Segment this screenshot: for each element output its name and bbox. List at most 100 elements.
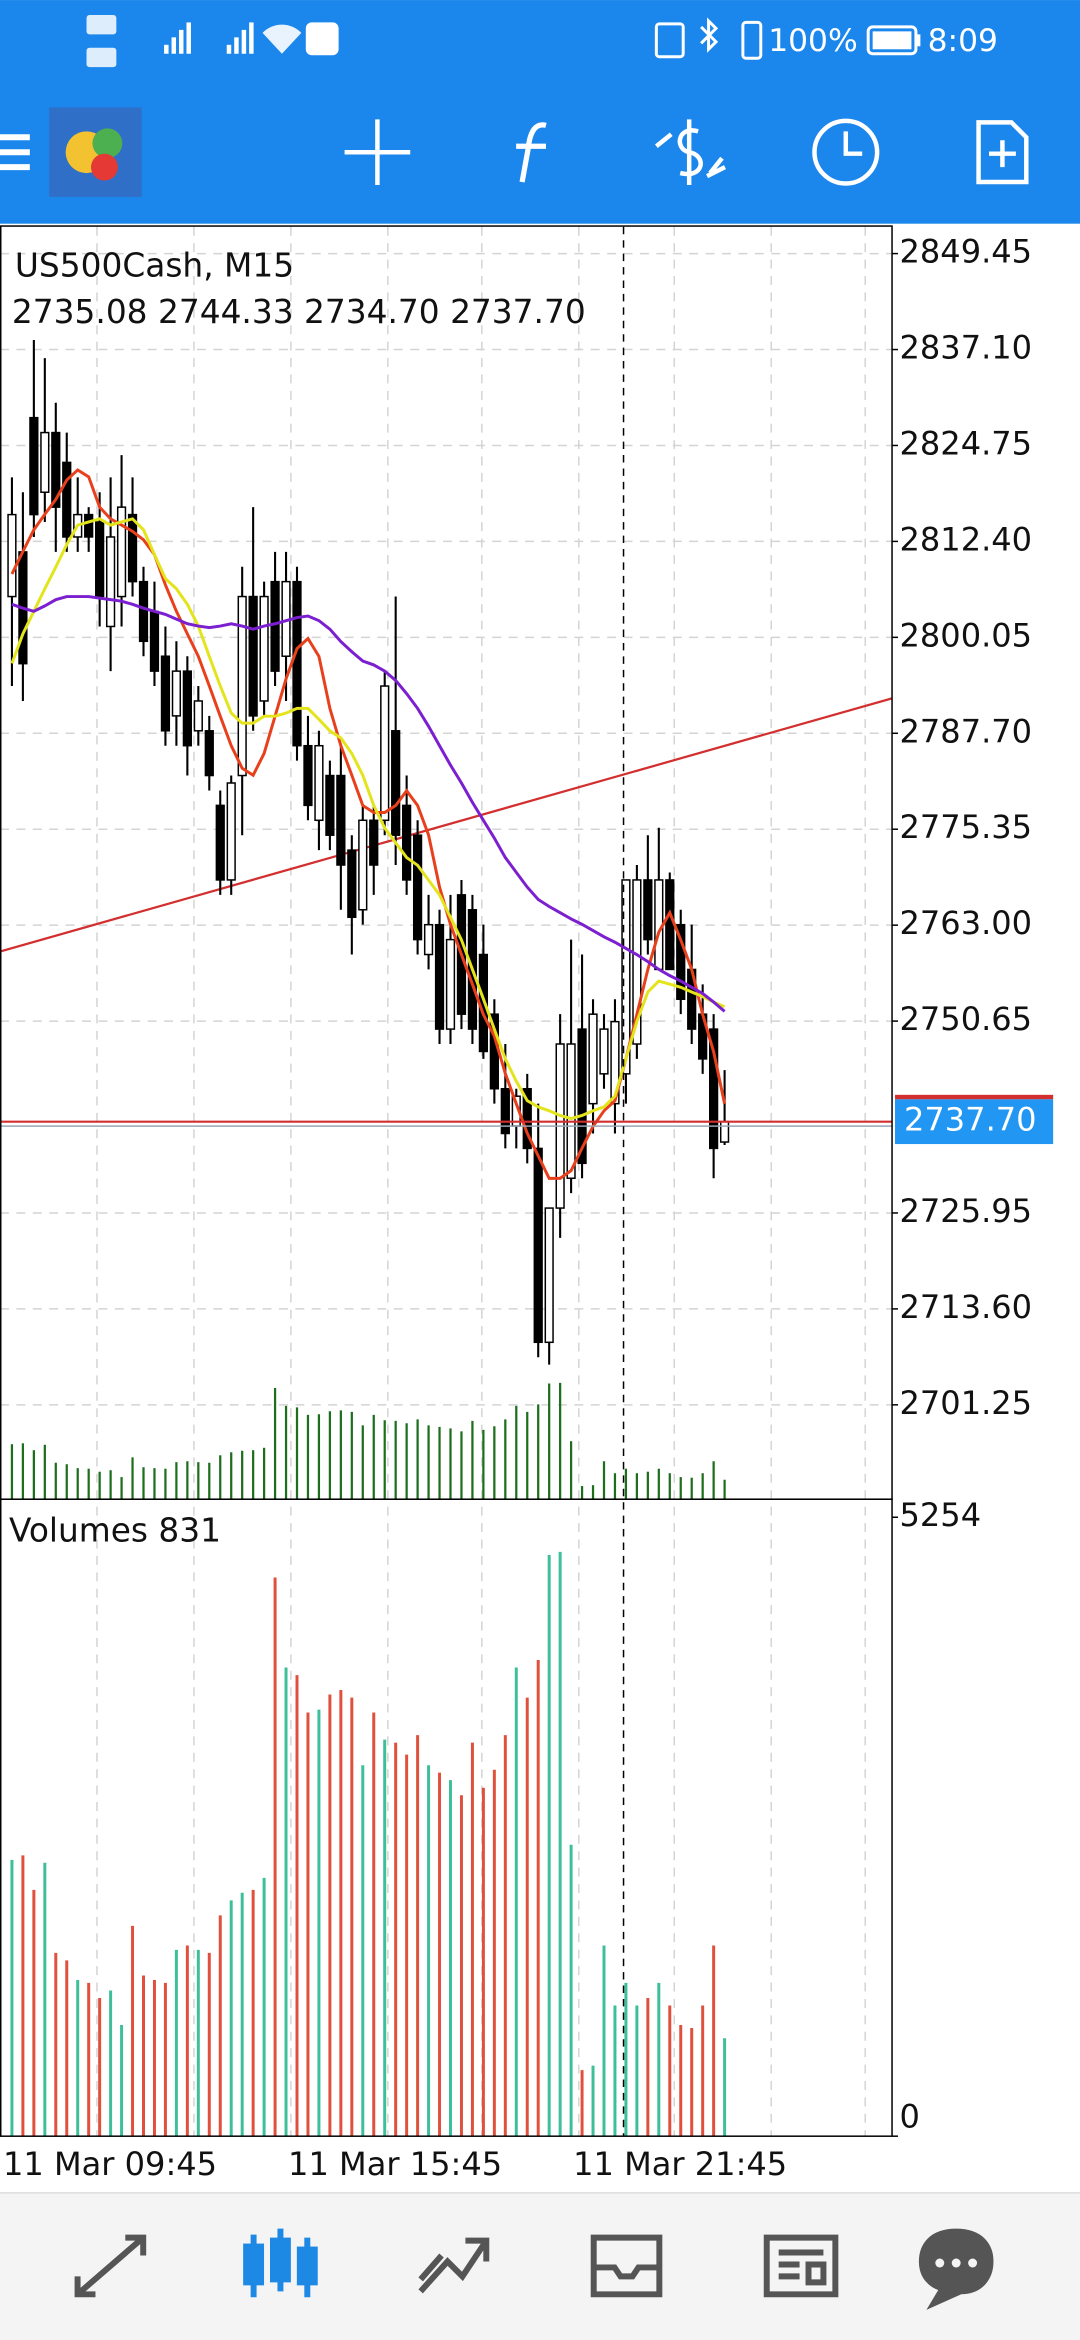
candle-body (709, 1028, 719, 1150)
y-tick-label: 2775.35 (900, 808, 1033, 846)
candle-body (171, 670, 182, 717)
candle-body (84, 513, 94, 538)
candle-body (665, 879, 675, 971)
candle-body (588, 1013, 598, 1105)
candle-body (7, 513, 17, 598)
crosshair-button[interactable] (344, 119, 411, 186)
candle-body (719, 1120, 730, 1143)
indicators-button[interactable] (516, 122, 547, 183)
candle-body (577, 1028, 587, 1165)
nav-chart[interactable] (243, 2228, 318, 2298)
candle-body (676, 923, 686, 1001)
y-tick-label: 2750.65 (900, 1000, 1033, 1038)
trend-line (0, 697, 893, 953)
app-bar (0, 0, 1080, 224)
y-tick-label: 2701.25 (900, 1384, 1033, 1422)
trade-button[interactable] (654, 119, 726, 186)
new-order-button[interactable] (976, 120, 1029, 185)
volume-pane-border (0, 1498, 893, 2137)
y-tick-label: 0 (900, 2097, 920, 2135)
clock: 8:09 (928, 23, 998, 59)
battery-level: 100% (768, 23, 858, 59)
y-tick-label: 2837.10 (900, 329, 1033, 367)
x-tick-label: 11 Mar 15:45 (288, 2145, 502, 2183)
menu-button[interactable] (0, 134, 30, 171)
candle-body (391, 730, 401, 836)
candle-body (51, 431, 61, 508)
candle-body (270, 580, 280, 672)
chart-title: US500Cash, M15 (15, 247, 294, 285)
plot (0, 340, 893, 2137)
candle-body (423, 923, 434, 956)
candle-body (347, 849, 357, 918)
candle-body (412, 834, 423, 941)
candle-body (369, 819, 379, 866)
history-button[interactable] (812, 118, 880, 186)
candle-body (237, 595, 247, 777)
y-tick-label: 2800.05 (900, 616, 1033, 654)
candle-body (248, 595, 258, 717)
candle-body (116, 506, 127, 598)
candle-body (599, 1028, 609, 1075)
candle-body (380, 685, 390, 822)
candle-body (138, 580, 149, 643)
moving-average-line (10, 517, 726, 1121)
candle-body (95, 521, 105, 598)
status-icons (86, 14, 921, 68)
candle-body (566, 1043, 576, 1179)
chat-dots (935, 2258, 978, 2268)
candle-body (127, 513, 138, 583)
y-tick-label: 2787.70 (900, 712, 1033, 750)
candle-body (358, 819, 368, 911)
price-label-box (895, 1099, 1054, 1145)
candle-body (434, 923, 445, 1030)
nav-quotes[interactable] (74, 2234, 147, 2298)
nav-history[interactable] (590, 2234, 663, 2298)
candle-body (621, 879, 631, 1075)
candle-body (182, 670, 192, 747)
price-label: 2737.70 (904, 1101, 1037, 1139)
candle-body (62, 461, 72, 538)
x-tick-label: 11 Mar 21:45 (573, 2145, 787, 2183)
moving-average-line (11, 595, 726, 1013)
candle-body (292, 580, 302, 747)
nav-news[interactable] (763, 2234, 839, 2298)
candle-body (40, 431, 50, 493)
candle-body (402, 804, 412, 881)
price-label-marker (895, 1094, 1054, 1100)
candle-body (445, 938, 456, 1030)
candle-body (500, 1088, 510, 1135)
candle-body (314, 744, 324, 822)
bottom-nav (0, 2192, 1080, 2340)
nav-trade[interactable] (418, 2237, 490, 2294)
candle-body (325, 774, 335, 836)
candle-body (610, 1020, 620, 1105)
y-tick-label: 2812.40 (900, 520, 1033, 558)
candle-body (215, 804, 225, 881)
candle-body (204, 730, 214, 777)
candle-body (643, 879, 653, 941)
app-logo[interactable] (49, 107, 142, 197)
x-tick-label: 11 Mar 09:45 (3, 2145, 217, 2183)
candle-body (336, 774, 346, 866)
candle-body (522, 1088, 532, 1150)
nav-icons (74, 2228, 994, 2310)
volume-title: Volumes 831 (9, 1512, 221, 1550)
candle-body (632, 879, 642, 1045)
toolbar (0, 107, 1029, 197)
y-tick-label: 2763.00 (900, 904, 1033, 942)
candle-body (193, 700, 203, 732)
y-tick-label: 2713.60 (900, 1288, 1033, 1326)
candle-body (226, 782, 236, 881)
ohlc-readout: 2735.08 2744.33 2734.70 2737.70 (12, 293, 586, 331)
moving-average-line (10, 468, 727, 1180)
candle-body (533, 1147, 543, 1344)
grid (0, 226, 893, 2137)
y-tick-label: 2824.75 (900, 424, 1033, 462)
candle-body (160, 655, 171, 732)
candle-body (303, 744, 313, 807)
candle-body (259, 595, 269, 702)
y-tick-label: 2725.95 (900, 1192, 1033, 1230)
